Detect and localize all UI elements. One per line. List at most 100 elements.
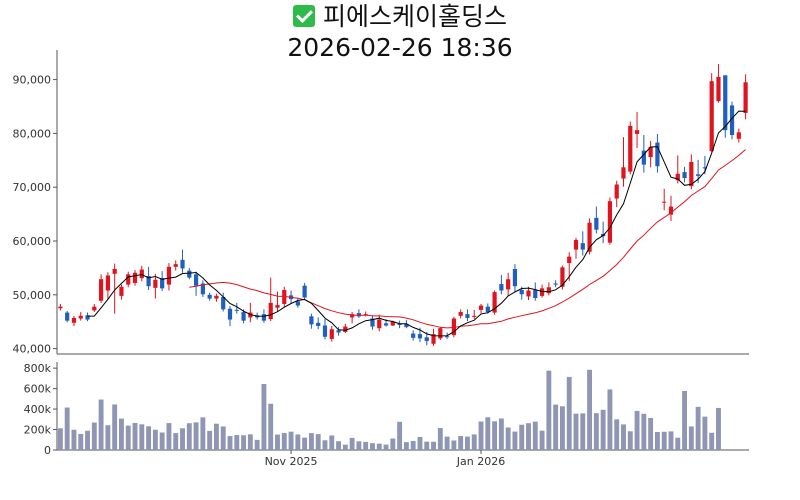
volume-bar: [668, 431, 674, 450]
volume-bar: [627, 431, 633, 450]
candle-body: [472, 315, 477, 317]
candle-body: [444, 336, 450, 338]
volume-bar: [403, 442, 409, 450]
volume-bar: [566, 376, 572, 450]
candle-body: [187, 270, 192, 278]
candle-body: [241, 312, 246, 321]
candle-body: [58, 306, 63, 309]
candle-body: [716, 76, 721, 102]
volume-bar: [268, 403, 274, 450]
candle-body: [478, 305, 484, 310]
volume-bar: [654, 431, 660, 450]
volume-y-tick-label: 800k: [24, 362, 52, 375]
candle-body: [743, 82, 748, 113]
candle-body: [71, 317, 77, 323]
candle-body: [316, 322, 321, 327]
volume-bar: [57, 428, 63, 450]
volume-bar: [559, 406, 565, 450]
volume-bar: [573, 413, 579, 450]
candle-body: [193, 274, 199, 286]
volume-bar: [410, 440, 416, 450]
volume-bar: [587, 369, 593, 450]
volume-bar: [329, 435, 335, 450]
volume-bar: [71, 429, 77, 450]
volume-y-tick-label: 200k: [24, 424, 52, 437]
x-tick-label: Nov 2025: [265, 455, 318, 468]
candle-body: [587, 222, 592, 252]
candle-body: [126, 274, 131, 285]
candle-body: [132, 272, 138, 283]
price-y-tick-label: 80,000: [13, 127, 52, 140]
x-tick-label: Jan 2026: [456, 455, 505, 468]
volume-bar: [593, 413, 599, 450]
volume-bar: [363, 441, 369, 450]
candle-body: [702, 167, 708, 169]
volume-bar: [254, 439, 260, 450]
volume-bar: [682, 390, 687, 450]
candle-body: [662, 201, 667, 203]
candle-body: [173, 264, 178, 267]
volume-bar: [471, 434, 477, 450]
candle-body: [261, 314, 267, 321]
volume-bar: [64, 407, 70, 450]
volume-bar: [492, 421, 498, 450]
candle-body: [458, 312, 463, 316]
candle-body: [655, 142, 660, 167]
volume-bar: [200, 417, 206, 450]
volume-bar: [166, 423, 172, 450]
volume-bar: [465, 436, 470, 450]
volume-panel: 0 200k 400k 600k 800k Nov 2025 Jan 2026: [24, 362, 749, 468]
volume-bar: [437, 428, 443, 450]
volume-bar: [275, 434, 280, 450]
volume-bar: [295, 434, 301, 450]
candle-body: [641, 150, 646, 165]
volume-bar: [498, 418, 504, 450]
volume-bar: [173, 433, 179, 450]
volume-bar: [716, 407, 721, 450]
candle-body: [411, 333, 416, 338]
candle-body: [214, 295, 219, 299]
candle-body: [302, 285, 307, 298]
volume-y-tick-label: 0: [44, 444, 51, 457]
candle-body: [431, 334, 436, 344]
volume-bar: [580, 413, 586, 450]
volume-bar: [424, 441, 430, 450]
candle-body: [268, 302, 273, 320]
volume-bar: [376, 443, 382, 450]
volume-bar: [634, 410, 640, 450]
candle-body: [275, 305, 280, 308]
candle-body: [499, 284, 504, 291]
volume-bar: [485, 417, 491, 450]
candle-body: [404, 323, 409, 328]
volume-bar: [478, 421, 484, 450]
candle-body: [377, 319, 382, 329]
candle-body: [92, 306, 97, 311]
volume-bar: [281, 433, 287, 450]
volume-bar: [695, 406, 701, 450]
candle-body: [533, 289, 538, 299]
candle-body: [139, 269, 144, 279]
volume-bar: [98, 399, 104, 450]
volume-bar: [614, 419, 620, 450]
candle-body: [594, 217, 599, 230]
candle-body: [465, 314, 470, 318]
candle-body: [709, 81, 714, 152]
candle-body: [485, 306, 490, 313]
price-panel: 40,000 50,000 60,000 70,000 80,000 90,000: [13, 50, 749, 356]
volume-bar: [180, 428, 185, 450]
volume-bar: [431, 441, 436, 450]
volume-bar: [132, 422, 138, 450]
candle-body: [723, 75, 728, 131]
candle-body: [119, 286, 124, 296]
candle-body: [227, 308, 233, 320]
price-y-tick-label: 60,000: [13, 235, 52, 248]
volume-bar: [322, 440, 328, 450]
volume-bar: [336, 441, 341, 450]
volume-bar: [458, 435, 464, 450]
volume-bar: [227, 436, 233, 450]
check-mark-icon: [292, 5, 315, 27]
candle-body: [356, 313, 362, 317]
candle-body: [370, 318, 375, 327]
candle-body: [200, 283, 205, 295]
